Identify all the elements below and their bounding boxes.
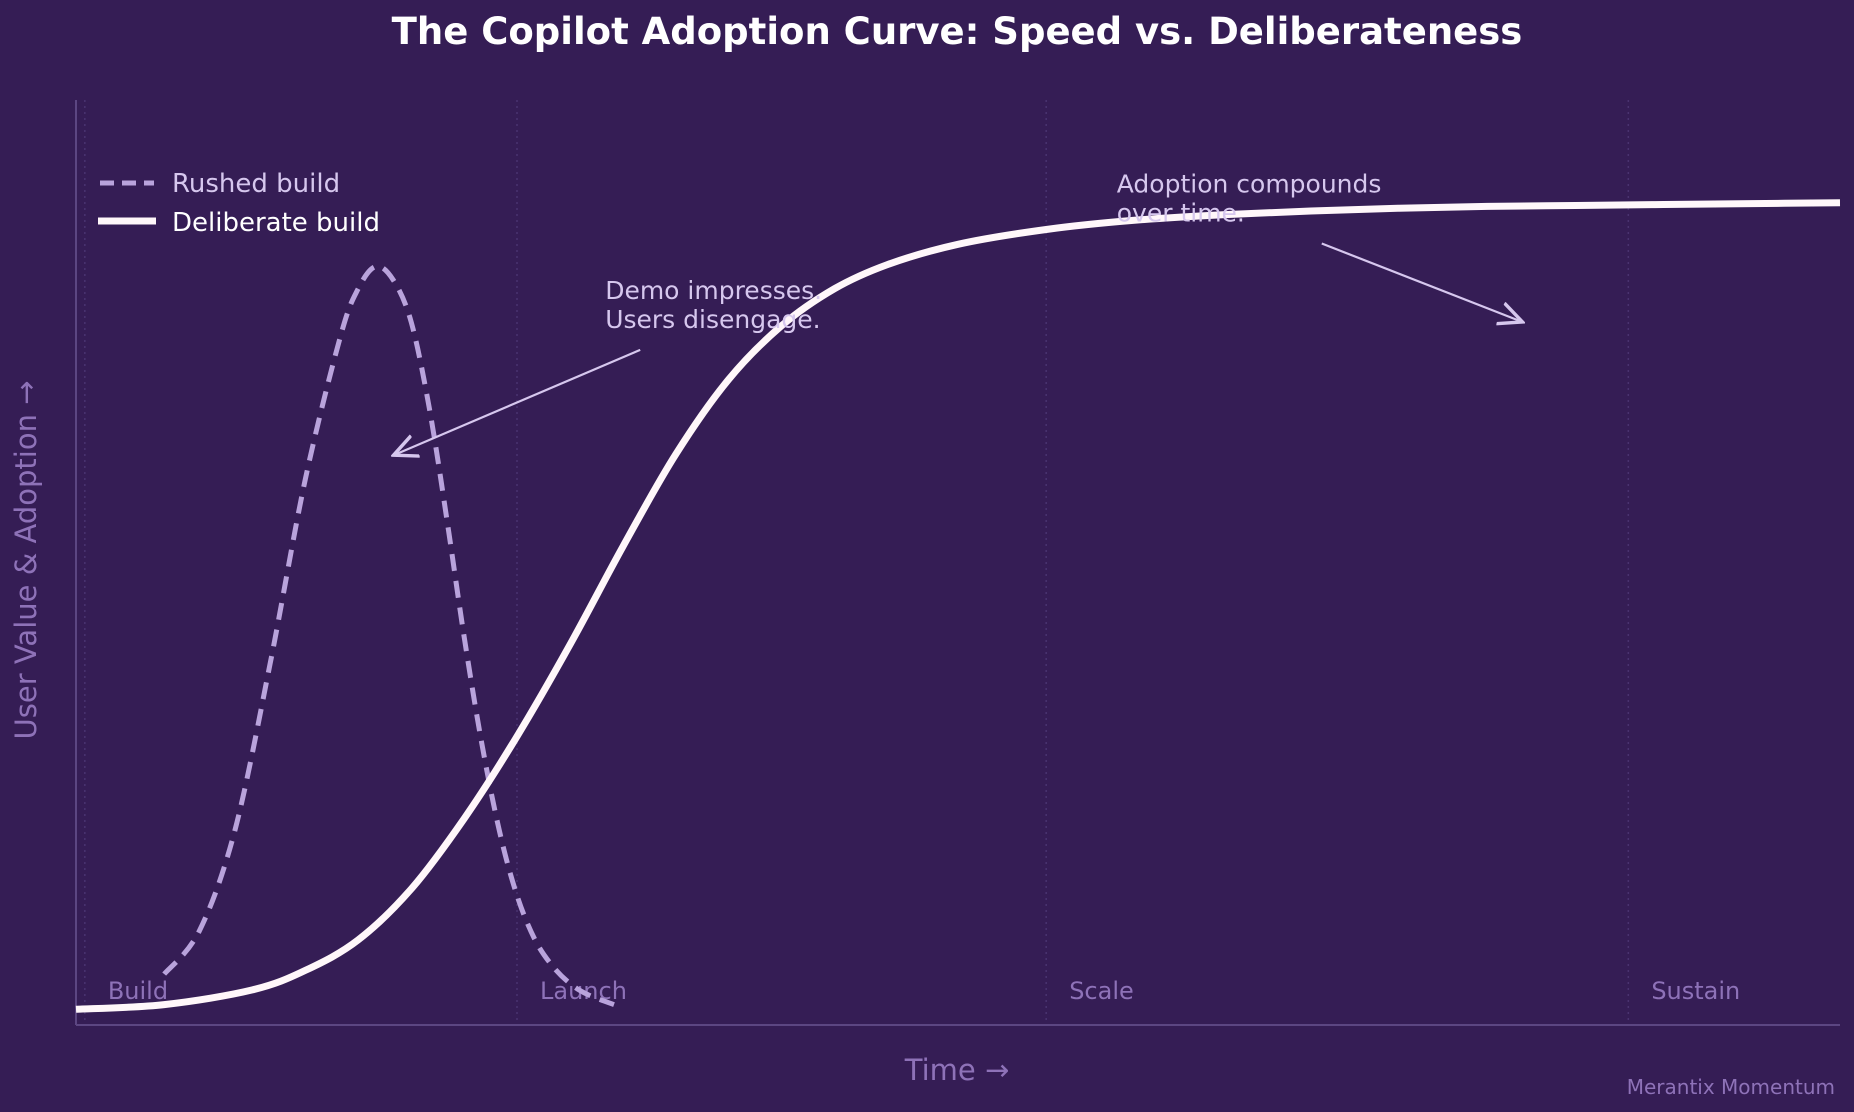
phase-label-build: Build bbox=[108, 977, 168, 1005]
annotation-text-2: Adoption compounds over time. bbox=[1117, 170, 1382, 228]
phase-dividers bbox=[84, 100, 1630, 1025]
series-line-deliberate bbox=[75, 199, 1841, 1013]
annotation-text-1: Demo impresses. Users disengage. bbox=[605, 276, 822, 334]
annotation-layer: Demo impresses. Users disengage. Adoption … bbox=[394, 170, 1523, 456]
annotation-2-line-2: over time. bbox=[1117, 199, 1245, 228]
series-line-rushed bbox=[162, 263, 615, 1007]
annotation-1-line-1: Demo impresses. bbox=[605, 276, 822, 305]
legend-label-rushed: Rushed build bbox=[172, 169, 340, 199]
annotation-1-line-2: Users disengage. bbox=[605, 305, 820, 334]
series-layer bbox=[75, 199, 1841, 1013]
annotation-arrow-2 bbox=[1321, 242, 1523, 323]
watermark: Merantix Momentum bbox=[1627, 1075, 1835, 1099]
phase-labels: Build Launch Scale Sustain bbox=[108, 977, 1740, 1005]
legend-label-deliberate: Deliberate build bbox=[172, 208, 380, 238]
phase-label-scale: Scale bbox=[1069, 977, 1134, 1005]
y-axis-label: User Value & Adoption → bbox=[9, 381, 43, 740]
legend: Rushed build Deliberate build bbox=[98, 169, 380, 238]
annotation-2-line-1: Adoption compounds bbox=[1117, 170, 1382, 199]
x-axis-label: Time → bbox=[904, 1053, 1010, 1087]
chart-title: The Copilot Adoption Curve: Speed vs. De… bbox=[392, 10, 1523, 53]
phase-label-sustain: Sustain bbox=[1651, 977, 1740, 1005]
annotation-arrow-1 bbox=[394, 348, 641, 455]
